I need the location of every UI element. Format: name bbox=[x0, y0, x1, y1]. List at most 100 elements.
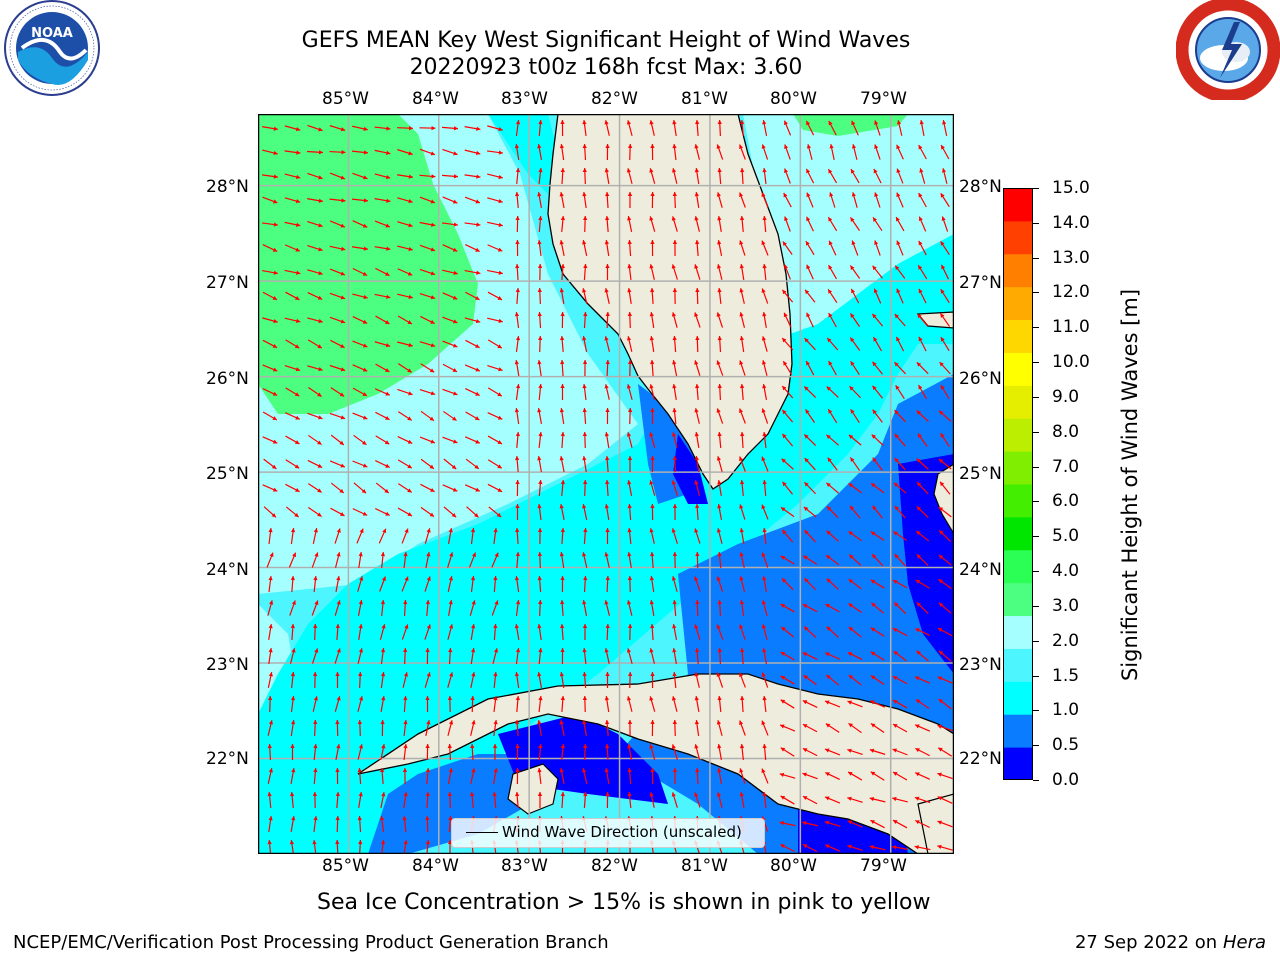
wave-direction-arrow bbox=[896, 240, 904, 256]
wave-direction-arrow bbox=[892, 845, 908, 850]
wave-direction-arrow bbox=[938, 602, 952, 614]
wave-direction-arrow bbox=[649, 216, 656, 232]
wave-direction-arrow bbox=[353, 482, 367, 494]
wave-direction-arrow bbox=[717, 647, 722, 665]
lat-label-left: 22°N bbox=[206, 749, 249, 769]
wave-direction-arrow bbox=[268, 527, 273, 545]
wave-direction-arrow bbox=[694, 216, 700, 232]
colorbar-tick-label: 2.0 bbox=[1052, 630, 1080, 651]
wave-direction-arrow bbox=[375, 460, 390, 468]
wave-direction-arrow bbox=[938, 650, 952, 662]
wave-field-2-3-northeast bbox=[743, 114, 954, 344]
wave-field-3-4-gulf bbox=[258, 114, 478, 414]
wave-direction-arrow bbox=[263, 458, 277, 470]
lat-label-left: 23°N bbox=[206, 655, 249, 675]
wave-direction-arrow bbox=[896, 120, 903, 136]
wave-direction-arrow bbox=[442, 363, 458, 373]
wave-direction-arrow bbox=[650, 287, 655, 305]
wave-direction-arrow bbox=[380, 792, 386, 808]
wave-direction-arrow bbox=[560, 623, 565, 641]
wave-direction-arrow bbox=[762, 576, 767, 592]
wave-direction-arrow bbox=[352, 172, 368, 180]
wave-direction-arrow bbox=[784, 144, 791, 160]
wave-direction-arrow bbox=[442, 196, 458, 204]
wave-direction-arrow bbox=[285, 291, 300, 301]
wave-direction-arrow bbox=[262, 484, 278, 492]
wave-direction-arrow bbox=[761, 456, 769, 472]
wave-direction-arrow bbox=[537, 527, 543, 545]
wave-direction-arrow bbox=[919, 168, 926, 184]
lon-label-top: 83°W bbox=[501, 89, 548, 109]
colorbar-tick-label: 11.0 bbox=[1052, 317, 1090, 338]
wave-direction-arrow bbox=[825, 482, 840, 494]
wave-direction-arrow bbox=[515, 695, 520, 713]
wave-direction-arrow bbox=[694, 192, 700, 208]
wave-direction-arrow bbox=[694, 312, 701, 328]
wave-direction-arrow bbox=[849, 337, 861, 351]
wave-direction-arrow bbox=[448, 647, 453, 665]
wave-direction-arrow bbox=[825, 772, 840, 780]
wave-direction-arrow bbox=[397, 507, 413, 517]
wave-direction-arrow bbox=[939, 481, 951, 495]
wave-direction-arrow bbox=[514, 360, 520, 376]
wave-direction-arrow bbox=[419, 341, 436, 348]
wave-direction-arrow bbox=[262, 291, 278, 301]
wave-direction-arrow bbox=[447, 528, 453, 544]
wave-direction-arrow bbox=[374, 198, 391, 203]
wave-direction-arrow bbox=[284, 317, 301, 324]
wave-direction-arrow bbox=[739, 288, 745, 304]
wave-direction-arrow bbox=[672, 551, 678, 569]
wave-direction-arrow bbox=[330, 434, 345, 446]
wave-direction-arrow bbox=[716, 360, 724, 376]
wave-direction-arrow bbox=[441, 126, 459, 131]
wave-direction-arrow bbox=[604, 120, 610, 136]
wave-direction-arrow bbox=[582, 407, 587, 425]
wave-direction-arrow bbox=[761, 360, 768, 376]
wave-direction-arrow bbox=[916, 602, 929, 614]
wave-direction-arrow bbox=[892, 579, 908, 589]
colorbar-segment bbox=[1003, 516, 1033, 551]
wave-direction-arrow bbox=[582, 504, 588, 520]
wave-direction-arrow bbox=[892, 748, 908, 756]
wave-direction-arrow bbox=[762, 384, 768, 400]
wave-direction-arrow bbox=[329, 460, 346, 468]
wave-direction-arrow bbox=[779, 724, 796, 732]
wave-direction-arrow bbox=[284, 365, 301, 372]
wave-direction-arrow bbox=[605, 455, 610, 473]
wave-direction-arrow bbox=[311, 552, 319, 568]
wave-direction-arrow bbox=[262, 149, 278, 156]
wave-direction-arrow bbox=[870, 675, 885, 685]
wave-direction-arrow bbox=[717, 504, 723, 520]
wave-direction-arrow bbox=[937, 796, 953, 804]
wave-direction-arrow bbox=[805, 240, 815, 256]
wave-direction-arrow bbox=[804, 577, 816, 591]
wave-direction-arrow bbox=[937, 820, 953, 828]
wave-direction-arrow bbox=[937, 724, 953, 732]
wave-direction-arrow bbox=[582, 600, 588, 616]
wave-direction-arrow bbox=[311, 648, 319, 664]
wave-direction-arrow bbox=[627, 216, 633, 232]
lat-label-right: 24°N bbox=[959, 560, 1002, 580]
wave-direction-arrow bbox=[849, 313, 861, 327]
wave-direction-arrow bbox=[334, 696, 341, 712]
lat-label-right: 26°N bbox=[959, 369, 1002, 389]
wave-direction-arrow bbox=[892, 675, 908, 685]
wave-direction-arrow bbox=[424, 576, 431, 592]
wave-direction-arrow bbox=[403, 695, 408, 713]
wave-direction-arrow bbox=[308, 386, 322, 398]
wave-direction-arrow bbox=[782, 241, 793, 255]
colorbar-tick-label: 3.0 bbox=[1052, 595, 1080, 616]
wave-direction-arrow bbox=[694, 647, 700, 665]
colorbar-tick-label: 7.0 bbox=[1052, 456, 1080, 477]
wave-direction-arrow bbox=[289, 648, 296, 664]
wave-direction-arrow bbox=[583, 575, 588, 593]
wave-direction-arrow bbox=[560, 695, 565, 713]
wave-direction-arrow bbox=[582, 623, 588, 641]
wave-direction-arrow bbox=[403, 792, 408, 808]
wave-direction-arrow bbox=[914, 724, 931, 732]
wave-direction-arrow bbox=[605, 191, 610, 209]
wave-direction-arrow bbox=[827, 288, 838, 304]
wave-direction-arrow bbox=[538, 599, 543, 617]
wave-direction-arrow bbox=[357, 719, 362, 737]
wave-direction-arrow bbox=[515, 503, 520, 521]
